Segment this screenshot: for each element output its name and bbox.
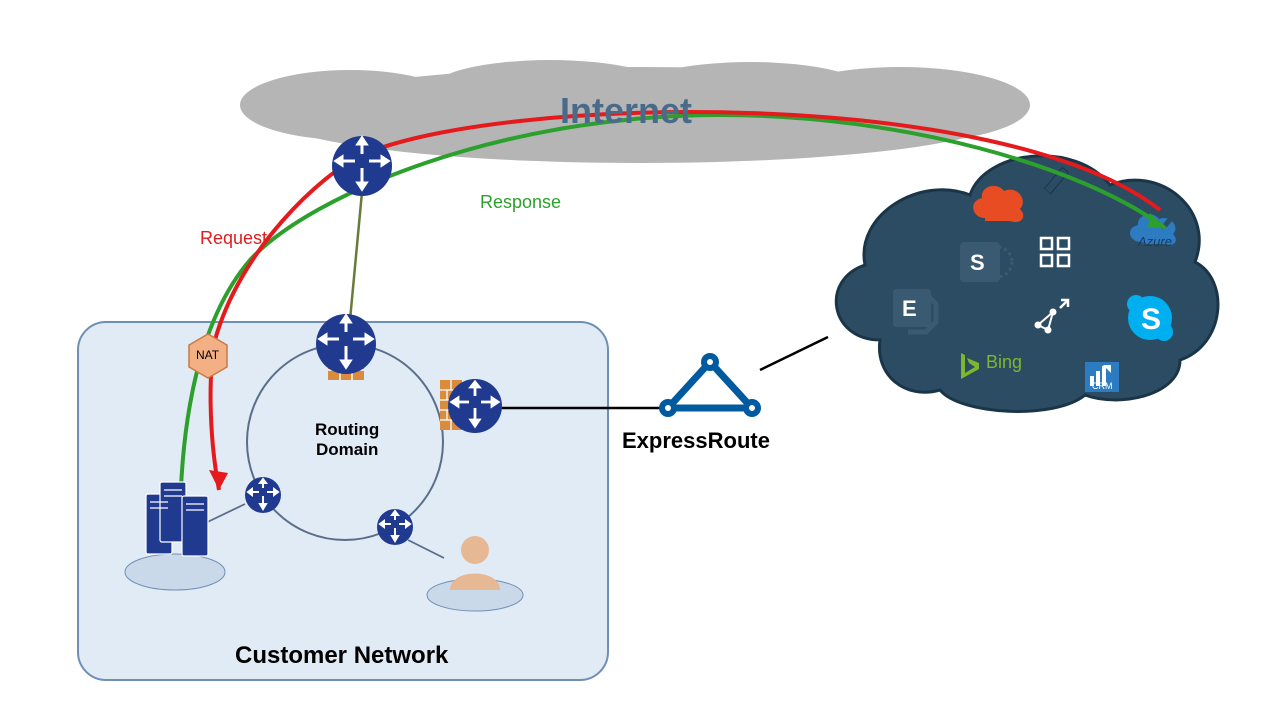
bing-label: Bing [986, 352, 1022, 373]
routing-domain-label-1: Routing [315, 420, 379, 440]
response-label: Response [480, 192, 561, 213]
svg-text:S: S [1141, 303, 1161, 336]
azure-label: Azure [1138, 234, 1172, 249]
internet-label: Internet [560, 90, 692, 132]
routing-domain-label-2: Domain [316, 440, 378, 460]
internet-stem [350, 192, 362, 320]
expressroute-label: ExpressRoute [622, 428, 770, 454]
expressroute-cloud-link [760, 337, 828, 370]
nat-label: NAT [196, 348, 219, 362]
left-router [245, 477, 281, 513]
customer-network-label: Customer Network [235, 642, 448, 670]
microsoft-cloud [836, 156, 1218, 412]
svg-text:S: S [970, 250, 985, 275]
internet-edge-router [332, 136, 392, 196]
top-router [316, 314, 376, 374]
expressroute-icon [659, 353, 761, 417]
right-router [448, 379, 502, 433]
ms-exchange-icon: E [893, 289, 936, 332]
svg-text:E: E [902, 296, 917, 321]
request-label: Request [200, 228, 267, 249]
bottom-router [377, 509, 413, 545]
crm-label: CRM [1092, 381, 1113, 391]
